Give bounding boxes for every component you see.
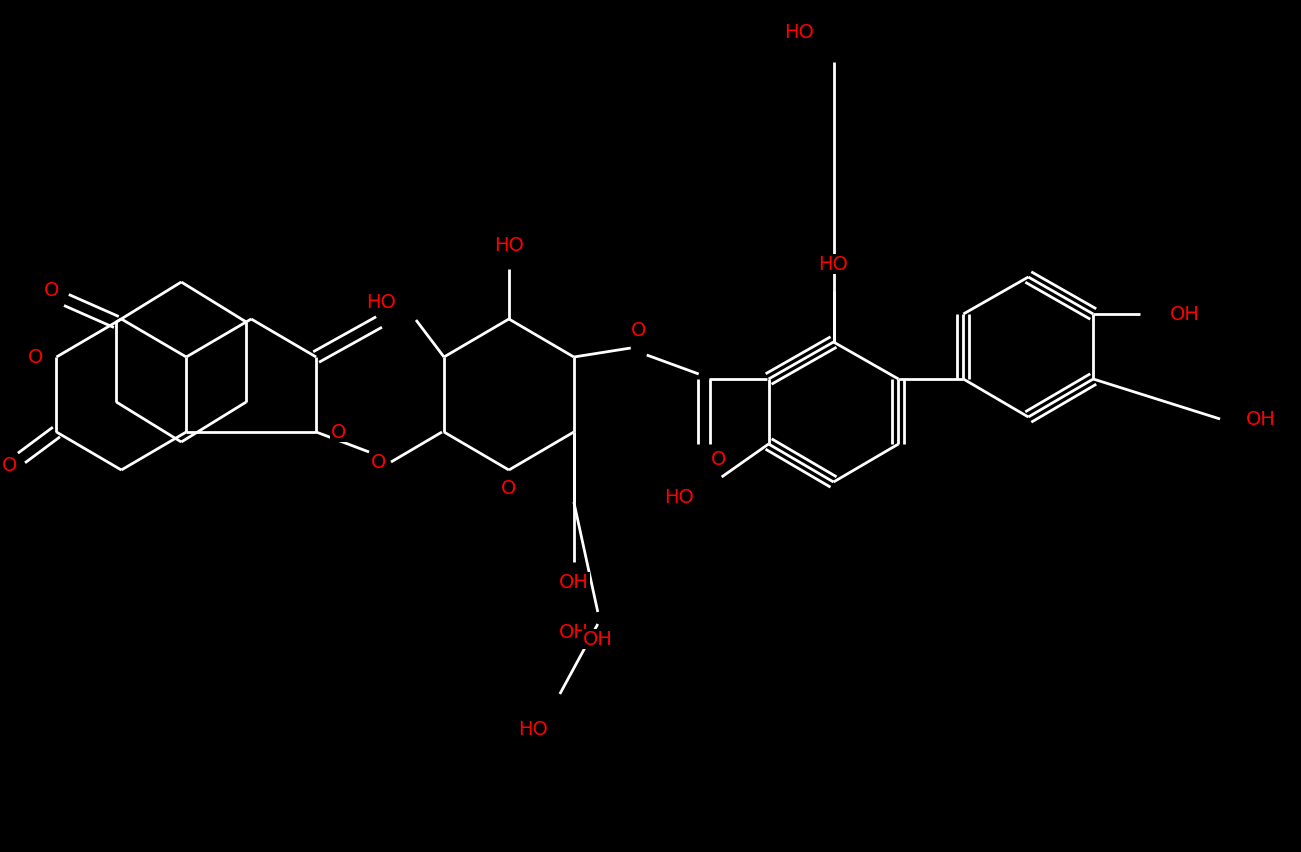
Text: OH: OH <box>559 573 589 592</box>
Text: O: O <box>501 479 516 498</box>
Text: OH: OH <box>583 630 613 648</box>
Text: O: O <box>1 456 17 475</box>
Text: O: O <box>710 450 726 469</box>
Text: OH: OH <box>559 623 589 642</box>
Text: HO: HO <box>518 720 548 739</box>
Text: HO: HO <box>783 24 813 43</box>
Text: OH: OH <box>1246 410 1276 429</box>
Text: HO: HO <box>818 256 848 274</box>
Text: OH: OH <box>1170 305 1200 324</box>
Text: O: O <box>371 453 386 472</box>
Text: O: O <box>631 321 647 340</box>
Text: HO: HO <box>366 293 396 312</box>
Text: HO: HO <box>664 488 693 507</box>
Text: O: O <box>29 348 43 367</box>
Text: O: O <box>44 281 59 300</box>
Text: HO: HO <box>494 236 524 256</box>
Text: O: O <box>332 423 346 442</box>
